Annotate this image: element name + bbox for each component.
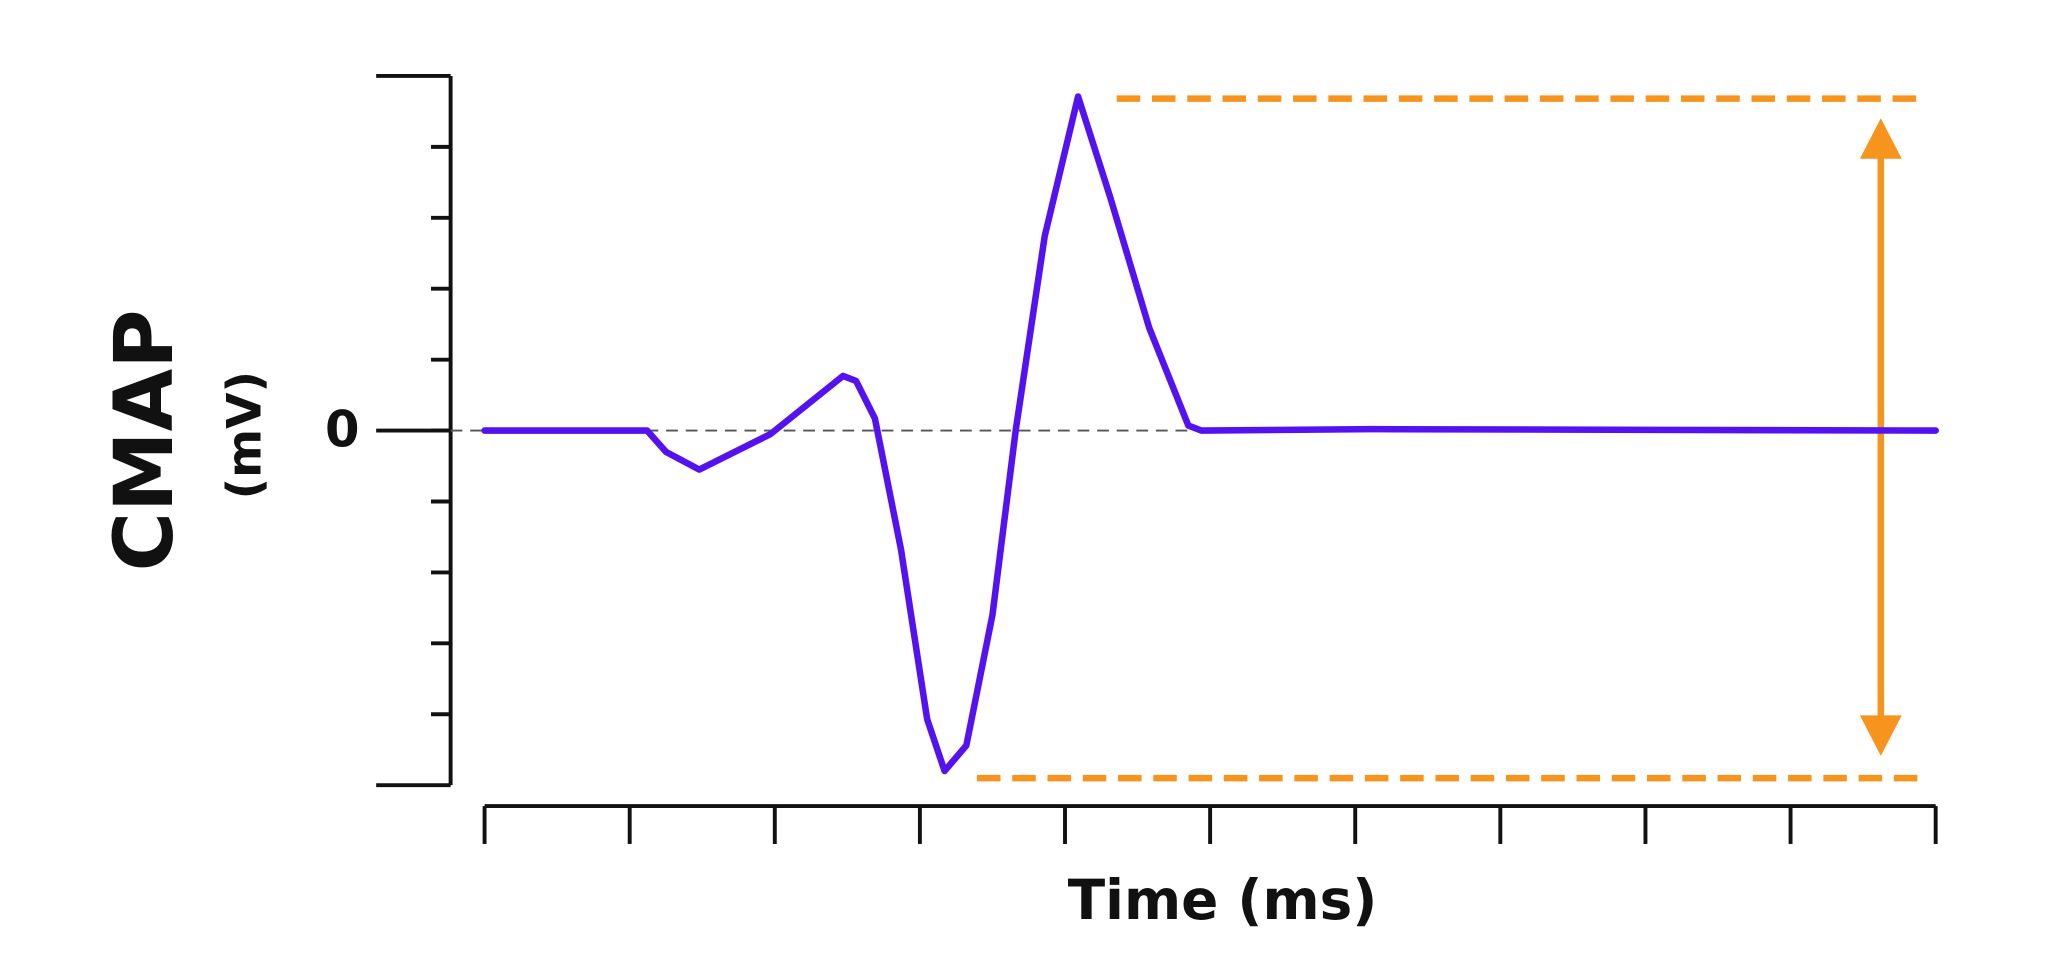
arrow-head-up	[1859, 118, 1902, 159]
y-axis-unit: (mV)	[218, 371, 273, 499]
x-axis-label: Time (ms)	[1068, 868, 1378, 932]
waveform	[481, 93, 1939, 775]
arrow-head-down	[1859, 715, 1902, 756]
y-axis-label: CMAP	[98, 309, 192, 571]
y-tick-label: 0	[325, 401, 360, 459]
